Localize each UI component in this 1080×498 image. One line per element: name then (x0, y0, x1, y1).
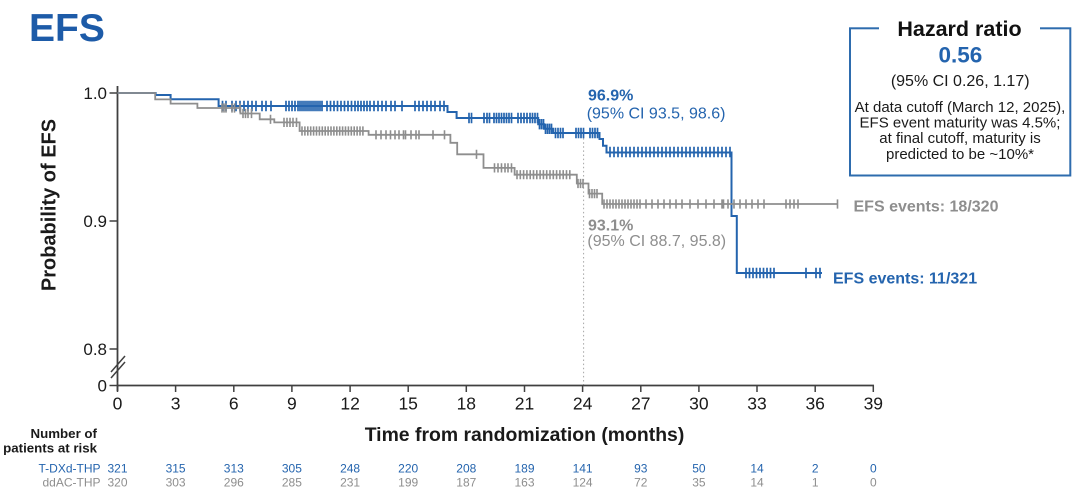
svg-text:315: 315 (166, 462, 186, 476)
svg-text:0: 0 (870, 476, 877, 490)
svg-text:1: 1 (812, 476, 819, 490)
svg-text:248: 248 (340, 462, 360, 476)
svg-text:ddAC-THP: ddAC-THP (42, 476, 100, 490)
svg-text:30: 30 (689, 394, 709, 414)
svg-text:EFS events: 18/320: EFS events: 18/320 (854, 199, 999, 216)
svg-text:72: 72 (634, 476, 648, 490)
svg-text:313: 313 (224, 462, 244, 476)
svg-text:320: 320 (107, 476, 127, 490)
svg-text:305: 305 (282, 462, 302, 476)
svg-text:EFS event maturity was 4.5%;: EFS event maturity was 4.5%; (860, 115, 1061, 132)
svg-text:3: 3 (171, 394, 181, 414)
svg-text:296: 296 (224, 476, 244, 490)
svg-text:15: 15 (398, 394, 417, 414)
svg-text:321: 321 (107, 462, 127, 476)
svg-text:T-DXd-THP: T-DXd-THP (38, 462, 100, 476)
svg-text:0.9: 0.9 (83, 212, 107, 231)
svg-text:at final cutoff, maturity is: at final cutoff, maturity is (879, 130, 1040, 147)
svg-text:39: 39 (864, 394, 883, 414)
svg-text:At data cutoff (March 12, 2025: At data cutoff (March 12, 2025), (855, 99, 1066, 116)
svg-text:0: 0 (870, 462, 877, 476)
svg-text:18: 18 (457, 394, 476, 414)
svg-text:Number of: Number of (31, 426, 98, 441)
svg-text:9: 9 (287, 394, 297, 414)
svg-text:Probability of EFS: Probability of EFS (39, 119, 61, 291)
svg-text:(95% CI 93.5, 98.6): (95% CI 93.5, 98.6) (587, 105, 726, 122)
svg-text:Time from randomization (month: Time from randomization (months) (365, 424, 685, 446)
svg-text:231: 231 (340, 476, 360, 490)
svg-text:12: 12 (340, 394, 359, 414)
svg-text:141: 141 (573, 462, 593, 476)
svg-text:189: 189 (514, 462, 534, 476)
svg-text:Hazard ratio: Hazard ratio (897, 17, 1021, 41)
svg-text:21: 21 (515, 394, 534, 414)
svg-text:93: 93 (634, 462, 648, 476)
svg-text:EFS events: 11/321: EFS events: 11/321 (833, 270, 977, 287)
svg-text:24: 24 (573, 394, 593, 414)
svg-text:35: 35 (692, 476, 706, 490)
svg-text:36: 36 (805, 394, 824, 414)
svg-text:220: 220 (398, 462, 418, 476)
svg-text:96.9%: 96.9% (588, 88, 633, 105)
svg-text:predicted to be ~10%*: predicted to be ~10%* (886, 146, 1034, 163)
svg-text:163: 163 (514, 476, 534, 490)
svg-text:1.0: 1.0 (83, 84, 107, 103)
svg-text:27: 27 (631, 394, 650, 414)
svg-text:0.56: 0.56 (939, 43, 983, 68)
svg-text:187: 187 (456, 476, 476, 490)
svg-text:303: 303 (166, 476, 186, 490)
svg-text:285: 285 (282, 476, 302, 490)
svg-text:6: 6 (229, 394, 239, 414)
svg-text:50: 50 (692, 462, 706, 476)
svg-text:(95% CI 0.26, 1.17): (95% CI 0.26, 1.17) (891, 73, 1030, 90)
svg-text:0: 0 (98, 377, 107, 396)
svg-text:0.8: 0.8 (83, 340, 107, 359)
svg-text:124: 124 (573, 476, 593, 490)
svg-text:33: 33 (747, 394, 766, 414)
svg-text:14: 14 (750, 462, 764, 476)
svg-text:(95% CI 88.7, 95.8): (95% CI 88.7, 95.8) (587, 233, 726, 250)
svg-text:EFS: EFS (29, 7, 105, 50)
svg-text:patients at risk: patients at risk (3, 441, 97, 456)
svg-text:0: 0 (113, 394, 123, 414)
svg-text:199: 199 (398, 476, 418, 490)
svg-text:208: 208 (456, 462, 476, 476)
svg-text:14: 14 (750, 476, 764, 490)
svg-text:2: 2 (812, 462, 819, 476)
svg-text:93.1%: 93.1% (588, 218, 633, 235)
